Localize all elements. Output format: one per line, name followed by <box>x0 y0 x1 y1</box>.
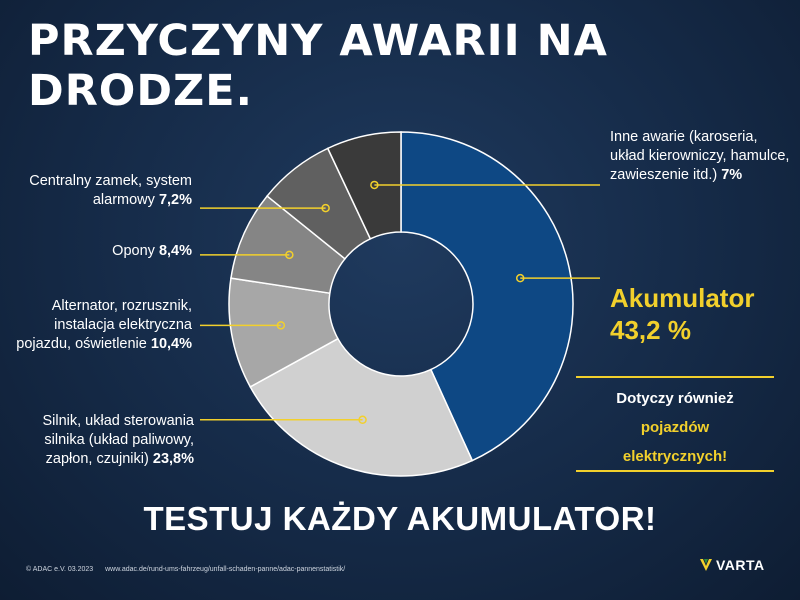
label-alternator: Alternator, rozrusznik, instalacja elekt… <box>16 298 192 352</box>
leader-dot <box>358 415 367 425</box>
label-akumulator: Akumulator 43,2 % <box>610 282 795 346</box>
label-silnik: Silnik, układ sterowania silnika (układ … <box>42 413 194 467</box>
varta-flame-icon <box>700 559 712 571</box>
ev-note-line2: pojazdów <box>640 419 710 436</box>
akumulator-value: 43,2 % <box>610 315 691 345</box>
ev-note-line1: Dotyczy również <box>616 390 734 407</box>
value-alternator: 10,4% <box>150 336 192 352</box>
label-opony: Opony 8,4% <box>112 243 192 259</box>
value-inne: 7% <box>721 167 743 183</box>
varta-wordmark: VARTA <box>716 557 765 573</box>
leader-dot <box>285 250 294 260</box>
footer: © ADAC e.V. 03.2023 www.adac.de/rund-ums… <box>26 566 355 573</box>
slice-akumulator <box>400 131 574 462</box>
value-zamek: 7,2% <box>158 192 192 208</box>
donut-slices <box>228 131 574 477</box>
label-zamek: Centralny zamek, system alarmowy 7,2% <box>29 173 192 208</box>
leader-lines <box>200 180 600 425</box>
footer-url: www.adac.de/rund-ums-fahrzeug/unfall-sch… <box>105 566 346 573</box>
footer-copyright: © ADAC e.V. 03.2023 <box>26 566 94 573</box>
value-opony: 8,4% <box>158 243 192 259</box>
ev-note-box: Dotyczy również pojazdów elektrycznych! <box>576 376 774 472</box>
akumulator-name: Akumulator <box>610 283 755 313</box>
varta-logo: VARTA <box>698 555 765 575</box>
leader-dot <box>515 273 525 283</box>
label-inne: Inne awarie (karoseria, układ kierownicz… <box>610 129 790 183</box>
page-title: PRZYCZYNY AWARII NA DRODZE. <box>28 16 608 116</box>
value-silnik: 23,8% <box>152 451 194 467</box>
leader-dot <box>370 180 379 190</box>
ev-note-line3: elektrycznych! <box>622 448 728 465</box>
slice-inne <box>326 131 402 240</box>
leader-dot <box>276 321 286 330</box>
leader-dot <box>321 203 330 213</box>
cta-headline: TESTUJ KAŻDY AKUMULATOR! <box>143 500 657 537</box>
slice-silnik <box>249 337 474 477</box>
